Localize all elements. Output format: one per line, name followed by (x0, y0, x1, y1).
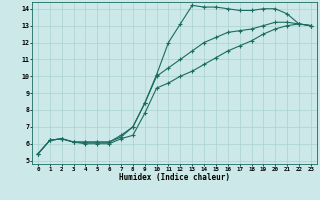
X-axis label: Humidex (Indice chaleur): Humidex (Indice chaleur) (119, 173, 230, 182)
